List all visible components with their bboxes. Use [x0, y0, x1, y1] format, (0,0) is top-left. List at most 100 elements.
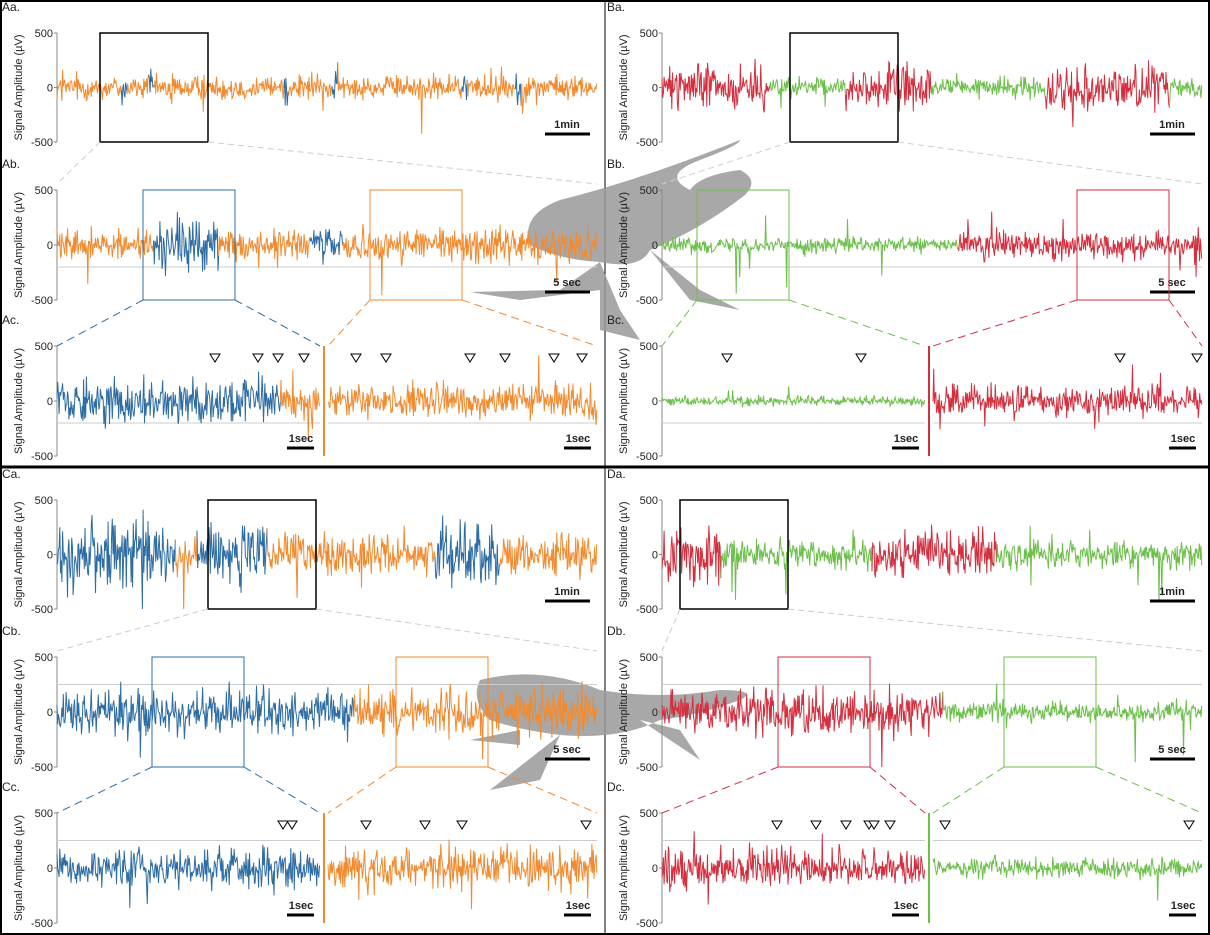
- y-axis-label: Signal Amplitude (µV): [13, 659, 25, 765]
- y-axis-label: Signal Amplitude (µV): [13, 815, 25, 921]
- scale-label: 1sec: [566, 900, 590, 912]
- signal-trace: [871, 524, 998, 578]
- panel-label: Bc.: [607, 313, 624, 327]
- scale-label: 1min: [554, 586, 580, 598]
- zoom-connector: [207, 141, 598, 185]
- y-tick-label: 0: [47, 83, 53, 95]
- signal-trace: [515, 73, 522, 106]
- signal-trace: [466, 66, 516, 103]
- zoom-connector: [932, 766, 1005, 814]
- event-marker: [499, 353, 511, 363]
- y-tick-label: 0: [652, 550, 658, 562]
- zoom-connector: [661, 299, 698, 347]
- event-marker: [464, 353, 476, 363]
- y-tick-label: 0: [652, 707, 658, 719]
- zoom-connector: [661, 608, 681, 652]
- zoom-connector: [56, 766, 153, 814]
- signal-trace: [931, 72, 1046, 101]
- panel-label: Ab.: [2, 157, 20, 171]
- signal-trace: [331, 62, 339, 99]
- event-marker: [810, 820, 822, 830]
- event-marker: [939, 820, 951, 830]
- zoom-connector: [461, 299, 598, 347]
- signal-trace: [769, 75, 846, 109]
- zoom-connector: [56, 608, 209, 652]
- y-axis-label: Signal Amplitude (µV): [13, 35, 25, 141]
- zoom-box: [789, 32, 899, 143]
- zoom-connector: [234, 299, 321, 347]
- panel-label: Ac.: [2, 313, 19, 327]
- signal-trace: [153, 72, 285, 112]
- signal-trace: [126, 74, 150, 99]
- signal-trace: [661, 386, 925, 408]
- y-tick-label: 500: [35, 652, 53, 664]
- panel-label: Dc.: [607, 780, 625, 794]
- signal-trace: [434, 515, 500, 589]
- event-marker: [580, 820, 592, 830]
- panel-label: Db.: [607, 624, 626, 638]
- signal-trace: [932, 364, 1203, 430]
- zoom-box: [142, 189, 236, 301]
- event-marker: [252, 353, 264, 363]
- signal-trace: [720, 529, 873, 600]
- y-tick-label: 500: [640, 185, 658, 197]
- signal-trace: [56, 371, 281, 429]
- y-axis-label: Signal Amplitude (µV): [618, 502, 630, 608]
- zoom-connector: [487, 766, 598, 814]
- event-marker: [419, 820, 431, 830]
- event-marker: [771, 820, 783, 830]
- scale-label: 5 sec: [1158, 277, 1186, 289]
- y-tick-label: -500: [31, 451, 53, 463]
- zoom-connector: [788, 299, 926, 347]
- signal-trace: [309, 229, 344, 265]
- y-axis-label: Signal Amplitude (µV): [618, 348, 630, 454]
- y-tick-label: -500: [636, 451, 658, 463]
- panel-label: Aa.: [2, 0, 20, 14]
- y-tick-label: 500: [640, 808, 658, 820]
- scale-label: 1sec: [894, 433, 918, 445]
- zoom-box: [1076, 189, 1170, 301]
- event-marker: [1191, 353, 1203, 363]
- y-axis-label: Signal Amplitude (µV): [618, 35, 630, 141]
- y-tick-label: -500: [31, 918, 53, 930]
- signal-trace: [1169, 78, 1203, 108]
- panel: Da. Signal Amplitude (µV) 500 0 -500 1min Db. S…: [607, 467, 1203, 930]
- scale-label: 1sec: [566, 433, 590, 445]
- signal-trace: [56, 681, 355, 758]
- signal-trace: [661, 58, 771, 113]
- signal-trace: [56, 509, 176, 610]
- lizard-silhouette: [470, 674, 747, 790]
- y-tick-label: 500: [35, 28, 53, 40]
- signal-trace: [218, 227, 311, 268]
- signal-trace: [283, 77, 290, 106]
- zoom-connector: [327, 766, 397, 814]
- signal-trace: [996, 525, 1203, 602]
- zoom-connector: [787, 608, 1203, 652]
- event-marker: [209, 353, 221, 363]
- y-tick-label: 0: [652, 240, 658, 252]
- y-axis-label: Signal Amplitude (µV): [618, 192, 630, 298]
- scale-label: 1min: [1159, 586, 1185, 598]
- zoom-connector: [56, 141, 101, 185]
- signal-trace: [56, 226, 155, 284]
- scale-label: 1sec: [289, 900, 313, 912]
- y-tick-label: 0: [652, 396, 658, 408]
- y-tick-label: -500: [31, 604, 53, 616]
- y-axis-label: Signal Amplitude (µV): [618, 815, 630, 921]
- signal-trace: [153, 211, 220, 277]
- zoom-box: [151, 656, 245, 768]
- signal-trace: [932, 854, 1203, 901]
- y-axis-label: Signal Amplitude (µV): [13, 192, 25, 298]
- event-marker: [884, 820, 896, 830]
- signal-trace: [661, 215, 960, 294]
- signal-trace: [353, 681, 598, 760]
- lizard-silhouette: [470, 140, 752, 340]
- zoom-connector: [932, 299, 1078, 347]
- zoom-connector: [243, 766, 321, 814]
- panel: Ca. Signal Amplitude (µV) 500 0 -500 1min Cb. S…: [2, 467, 598, 930]
- signal-trace: [148, 68, 155, 93]
- y-tick-label: 500: [35, 341, 53, 353]
- y-tick-label: 0: [47, 550, 53, 562]
